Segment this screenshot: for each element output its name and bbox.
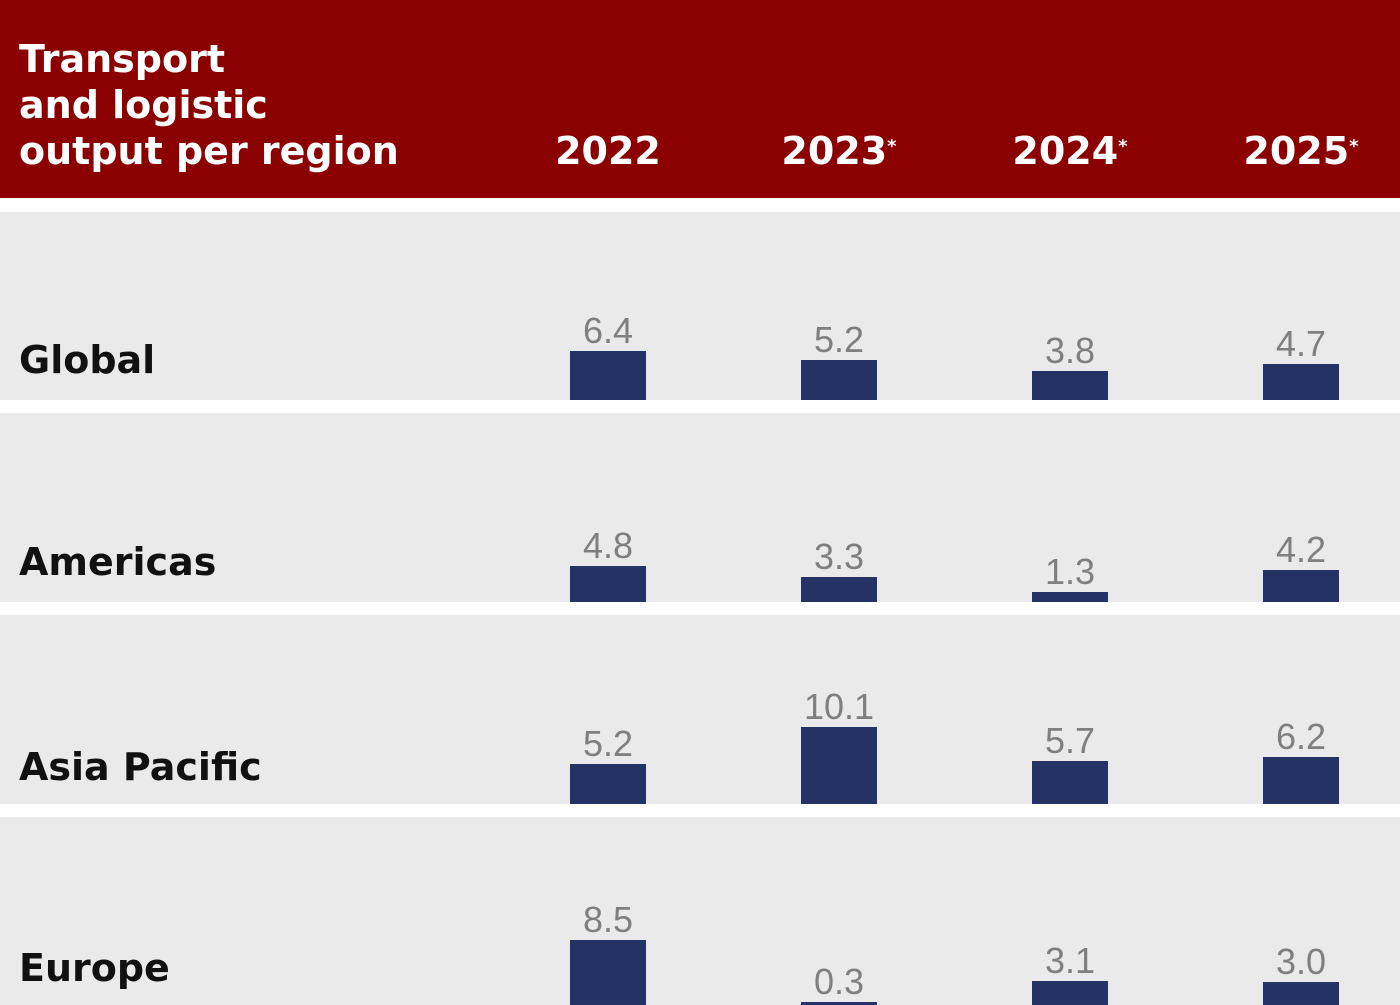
- title-line-2: and logistic: [19, 83, 268, 127]
- region-row-global: Global 6.4 5.2 3.8 4.7: [0, 212, 1400, 400]
- forecast-asterisk: *: [887, 136, 897, 157]
- bar-americas-2023: [801, 576, 877, 602]
- value-label-americas-2023: 3.3: [813, 535, 865, 577]
- title-line-1: Transport: [19, 37, 226, 81]
- year-label: 2024: [1012, 129, 1119, 173]
- forecast-asterisk: *: [1349, 136, 1359, 157]
- bar-europe-2023: [801, 1002, 877, 1005]
- bar-asia-pacific-2025: [1263, 756, 1339, 804]
- value-label-europe-2022: 8.5: [582, 899, 634, 941]
- region-label-americas: Americas: [19, 540, 217, 584]
- bar-americas-2024: [1032, 592, 1108, 602]
- bar-europe-2022: [570, 940, 646, 1005]
- chart-header: Transport and logistic output per region…: [0, 0, 1400, 198]
- bar-europe-2024: [1032, 981, 1108, 1005]
- year-label: 2022: [555, 129, 661, 173]
- title-line-3: output per region: [19, 129, 399, 173]
- bar-americas-2025: [1263, 570, 1339, 602]
- bar-asia-pacific-2023: [801, 727, 877, 804]
- bar-global-2022: [570, 351, 646, 400]
- bar-global-2025: [1263, 364, 1339, 400]
- value-label-global-2023: 5.2: [813, 319, 865, 361]
- value-label-americas-2024: 1.3: [1044, 551, 1096, 593]
- value-label-americas-2022: 4.8: [582, 524, 634, 566]
- region-row-americas: Americas 4.8 3.3 1.3 4.2: [0, 413, 1400, 602]
- value-label-americas-2025: 4.2: [1275, 529, 1327, 571]
- value-label-asia-pacific-2022: 5.2: [582, 723, 634, 765]
- value-label-asia-pacific-2023: 10.1: [803, 686, 875, 728]
- region-label-asia-pacific: Asia Pacific: [19, 745, 262, 789]
- value-label-europe-2024: 3.1: [1044, 940, 1096, 982]
- value-label-global-2025: 4.7: [1275, 323, 1327, 365]
- year-header-2023: 2023*: [739, 128, 939, 174]
- region-row-europe: Europe 8.5 0.3 3.1 3.0: [0, 817, 1400, 1005]
- year-label: 2023: [781, 129, 888, 173]
- bar-asia-pacific-2022: [570, 764, 646, 804]
- bar-global-2024: [1032, 371, 1108, 400]
- year-header-2025: 2025*: [1201, 128, 1400, 174]
- value-label-global-2022: 6.4: [582, 310, 634, 352]
- year-header-2024: 2024*: [970, 128, 1170, 174]
- bar-asia-pacific-2024: [1032, 760, 1108, 804]
- region-label-europe: Europe: [19, 946, 170, 990]
- year-label: 2025: [1243, 129, 1350, 173]
- chart-title: Transport and logistic output per region: [19, 36, 399, 174]
- bar-europe-2025: [1263, 982, 1339, 1005]
- value-label-global-2024: 3.8: [1044, 330, 1096, 372]
- forecast-asterisk: *: [1118, 136, 1128, 157]
- bar-americas-2022: [570, 565, 646, 602]
- value-label-europe-2025: 3.0: [1275, 941, 1327, 983]
- region-label-global: Global: [19, 338, 156, 382]
- year-header-2022: 2022: [508, 128, 708, 174]
- region-row-asia-pacific: Asia Pacific 5.2 10.1 5.7 6.2: [0, 615, 1400, 804]
- bar-global-2023: [801, 360, 877, 400]
- value-label-asia-pacific-2025: 6.2: [1275, 715, 1327, 757]
- value-label-asia-pacific-2024: 5.7: [1044, 719, 1096, 761]
- value-label-europe-2023: 0.3: [813, 961, 865, 1002]
